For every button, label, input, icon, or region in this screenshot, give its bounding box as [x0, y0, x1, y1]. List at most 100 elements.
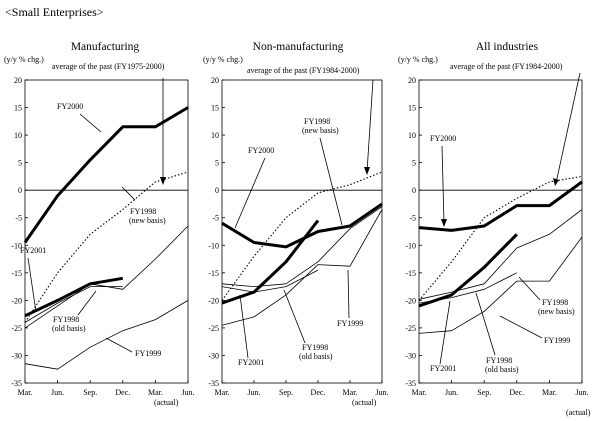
average-subtitle: average of the past (FY1984-2000): [450, 62, 563, 71]
annotation-arrow: [283, 289, 306, 344]
annotation-arrow: [105, 337, 133, 353]
arrowhead: [364, 167, 370, 175]
annotation-arrow: [319, 137, 343, 226]
series-line-fy1998-new-basis: [418, 209, 583, 300]
y-tick-label: -5: [212, 214, 219, 223]
x-tick-label: Mar.: [18, 388, 33, 397]
y-axis-label: (y/y % chg.): [4, 55, 44, 64]
x-tick-label: Jun.: [181, 388, 194, 397]
annotation-fy1998-new: FY1998: [542, 298, 568, 307]
arrowhead: [441, 219, 447, 227]
x-tick-label: Mar.: [343, 388, 358, 397]
annotation-fy1998-old-basis: (old basis): [299, 352, 333, 361]
y-tick-label: -25: [11, 324, 22, 333]
annotation-fy2000: FY2000: [57, 102, 83, 111]
y-tick-label: -25: [208, 324, 219, 333]
arrowhead: [160, 177, 166, 185]
annotation-arrow: [441, 145, 445, 225]
x-tick-label: Jun.: [575, 388, 588, 397]
series-line-fy2000: [23, 106, 189, 244]
y-tick-label: -25: [405, 324, 416, 333]
annotation-arrow: [475, 292, 496, 356]
annotation-arrow: [234, 157, 266, 229]
series-line-fy1998-old-basis: [418, 272, 517, 304]
annotation-arrow: [27, 257, 37, 313]
y-tick-label: -15: [208, 269, 219, 278]
annotation-arrow: [499, 315, 543, 339]
annotation-arrow: [121, 186, 136, 201]
y-tick-label: 20: [14, 76, 22, 85]
y-tick-label: 0: [215, 186, 219, 195]
figure-header: <Small Enterprises>: [5, 5, 104, 19]
annotation-fy1999: FY1999: [337, 319, 363, 328]
annotation-fy1999: FY1999: [544, 336, 570, 345]
annotation-fy1998-old: FY1998: [302, 343, 328, 352]
annotation-fy2001: FY2001: [430, 364, 456, 373]
series-line-fy2001: [24, 276, 124, 318]
series-line-fy2001: [221, 219, 320, 305]
annotation-arrow: [77, 290, 97, 316]
y-tick-label: -30: [405, 351, 416, 360]
annotation-arrow: [366, 79, 374, 173]
annotation-fy1998-old-basis: (old basis): [52, 324, 86, 333]
average-subtitle: average of the past (FY1984-2000): [247, 66, 360, 75]
y-tick-label: 5: [215, 159, 219, 168]
panel-title: Manufacturing: [71, 41, 140, 53]
y-tick-label: -10: [405, 241, 416, 250]
annotations-manufacturing: FY2000 FY2001 FY1998 (new basis) FY1998 …: [20, 78, 166, 358]
series-line-fy1999: [221, 209, 383, 326]
x-tick-label: Mar.: [215, 388, 230, 397]
y-tick-label: -15: [405, 269, 416, 278]
y-tick-label: 20: [408, 76, 416, 85]
y-tick-label: 5: [412, 159, 416, 168]
plot-frame: [24, 79, 189, 384]
annotation-arrow: [555, 72, 581, 184]
annotations-all-industries: FY2000 FY1998 (new basis) FY2001 FY1998 …: [430, 72, 581, 374]
y-tick-label: 10: [211, 131, 219, 140]
annotation-fy2000: FY2000: [430, 134, 456, 143]
actual-note: (actual): [352, 398, 377, 407]
series-line-average-of-the-past-fy1975-2000: [24, 171, 189, 323]
plot-frame: [418, 79, 583, 384]
series-line-fy1999: [24, 300, 189, 370]
annotation-fy2000: FY2000: [248, 146, 274, 155]
x-tick-label: Mar.: [148, 388, 163, 397]
y-axis-label: (y/y % chg.): [398, 55, 438, 64]
panel-title: All industries: [476, 41, 539, 53]
annotation-arrow: [347, 269, 350, 319]
y-tick-label: 15: [14, 104, 22, 113]
x-tick-label: Sep.: [279, 388, 293, 397]
y-tick-label: 0: [18, 186, 22, 195]
y-tick-label: -35: [208, 379, 219, 388]
y-axis-label: (y/y % chg.): [203, 55, 243, 64]
panel-manufacturing: Manufacturing (y/y % chg.) average of th…: [4, 41, 195, 407]
series-line-fy1998-old-basis: [24, 286, 123, 323]
series-line-fy1998-new-basis: [24, 225, 189, 329]
average-subtitle: average of the past (FY1975-2000): [52, 62, 165, 71]
annotation-arrow: [518, 276, 541, 301]
series-line-fy1998-new-basis: [221, 206, 383, 288]
plot-frame: [221, 79, 383, 384]
annotation-fy1999: FY1999: [135, 349, 161, 358]
annotation-fy1998-new-basis: (new basis): [538, 307, 575, 316]
annotation-fy2001: FY2001: [20, 246, 46, 255]
annotation-fy1998-old: FY1998: [486, 356, 512, 365]
annotation-arrow: [439, 300, 451, 365]
arrowhead: [553, 178, 559, 186]
y-tick-label: 5: [18, 159, 22, 168]
x-tick-label: Mar.: [542, 388, 557, 397]
series-line-fy1999: [418, 236, 583, 334]
panel-title: Non-manufacturing: [253, 41, 344, 53]
y-tick-label: 15: [211, 104, 219, 113]
y-tick-label: -30: [208, 351, 219, 360]
y-tick-label: -5: [15, 214, 22, 223]
series-line-fy1998-old-basis: [221, 269, 319, 293]
annotations-non-manufacturing: FY2000 FY1998 (new basis) FY2001 FY1998 …: [234, 79, 374, 367]
x-tick-label: Dec.: [509, 388, 524, 397]
annotation-fy1998-new: FY1998: [130, 207, 156, 216]
y-tick-label: -20: [11, 296, 22, 305]
x-tick-label: Jun.: [247, 388, 260, 397]
annotation-fy1998-old: FY1998: [53, 315, 79, 324]
actual-note: (actual): [154, 398, 179, 407]
y-tick-label: 0: [412, 186, 416, 195]
